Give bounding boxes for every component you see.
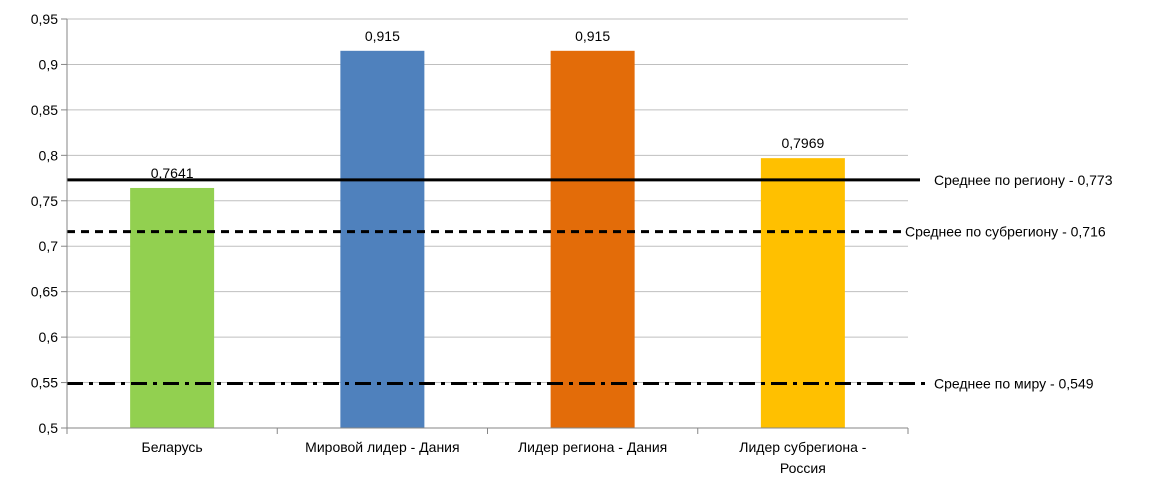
bar [550,50,635,429]
bar [130,187,215,428]
bars [130,50,845,429]
reference-line-label: Среднее по субрегиону - 0,716 [905,224,1106,240]
bar [340,50,425,429]
axes: 0,5 0,55 0,6 0,65 0,7 0,75 0,8 0,85 0,9 0,95 [31,11,909,436]
labels: 0,7641 Беларусь 0,915 Мировой лидер - Дания… [142,28,1113,476]
y-tick-label: 0,6 [39,329,59,345]
y-tick-label: 0,5 [39,420,59,436]
data-label: 0,915 [365,28,400,44]
reference-line-label: Среднее по миру - 0,549 [934,375,1094,391]
y-tick-label: 0,75 [31,193,58,209]
y-tick-label: 0,65 [31,284,58,300]
data-label: 0,7969 [781,135,824,151]
y-tick-label: 0,55 [31,375,58,391]
data-label: 0,915 [575,28,610,44]
reference-lines [67,178,930,385]
x-tick-label: Лидер региона - Дания [518,439,667,455]
bar [760,158,845,429]
y-tick-label: 0,8 [39,147,59,163]
y-tick-label: 0,85 [31,102,58,118]
x-tick-label: Мировой лидер - Дания [305,439,459,455]
y-tick-label: 0,95 [31,11,58,27]
x-tick-label: Лидер субрегиона - [739,439,867,455]
y-tick-label: 0,9 [39,56,59,72]
y-tick-label: 0,7 [39,238,59,254]
x-tick-label: Россия [780,460,826,476]
reference-line-label: Среднее по региону - 0,773 [934,172,1113,188]
x-tick-label: Беларусь [142,439,203,455]
data-label: 0,7641 [151,165,194,181]
